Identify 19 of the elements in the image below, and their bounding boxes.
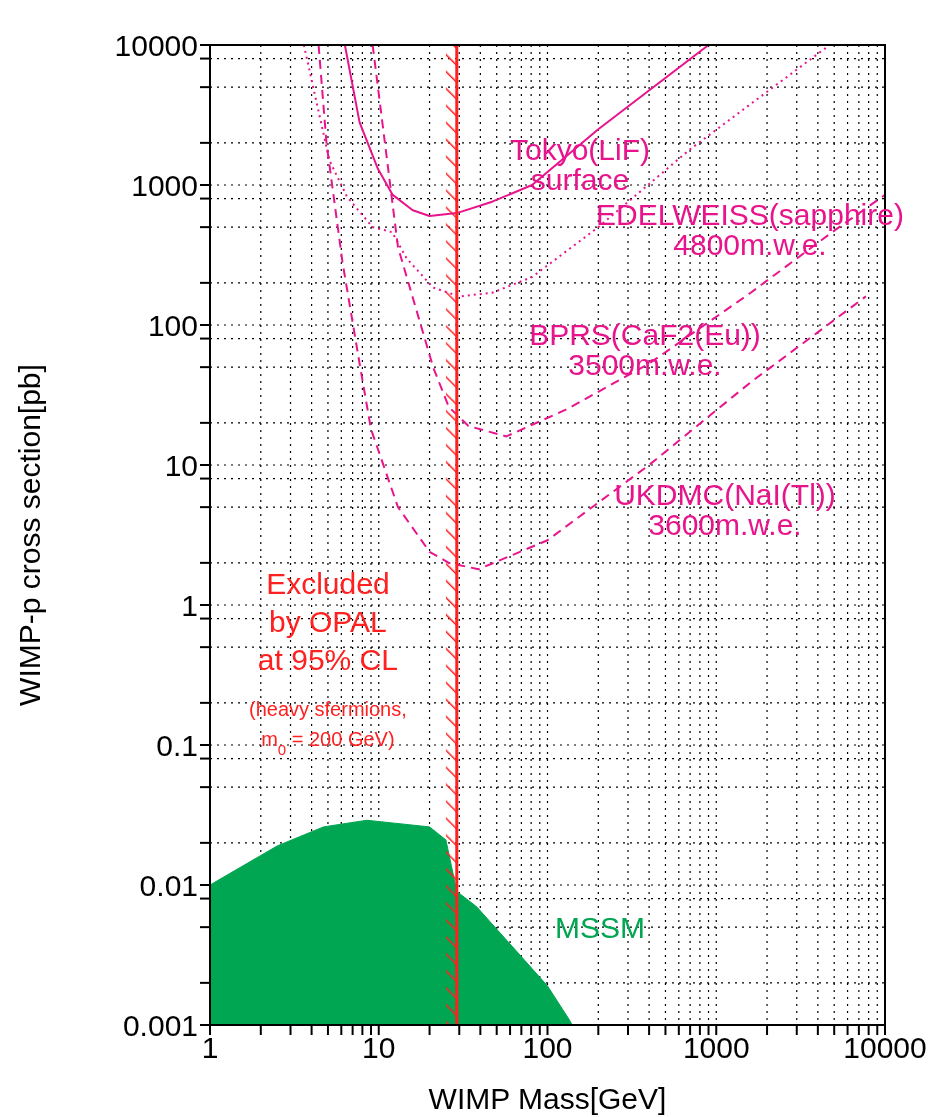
y-tick-label: 0.001 (122, 1008, 198, 1042)
y-axis-title: WIMP-p cross section[pb] (13, 364, 46, 706)
x-tick-label: 10000 (843, 1031, 927, 1065)
x-tick-label: 100 (522, 1031, 573, 1065)
y-tick-label: 10000 (114, 28, 198, 62)
band-label: Excluded by OPAL at 95% CL (heavy sfermions, m$_{0}$ = 200 GeV) (248, 566, 407, 758)
x-tick-label: 1000 (682, 1031, 750, 1065)
y-tick-label: 1000 (131, 168, 198, 202)
y-tick-label: 0.01 (139, 868, 198, 902)
series-label: MSSM (555, 911, 645, 944)
y-tick-label: 0.1 (156, 728, 198, 762)
x-tick-label: 1 (201, 1031, 219, 1065)
y-tick-label: 100 (147, 308, 198, 342)
x-tick-label: 10 (362, 1031, 396, 1065)
x-axis-title: WIMP Mass[GeV] (428, 1082, 667, 1115)
series-label: BPRS(CaF2(Eu)) 3500m.w.e. (529, 318, 761, 381)
y-tick-label: 10 (164, 448, 198, 482)
y-tick-label: 1 (181, 588, 198, 622)
series-label: UKDMC(NaI(Tl)) 3600m.w.e. (614, 478, 836, 541)
